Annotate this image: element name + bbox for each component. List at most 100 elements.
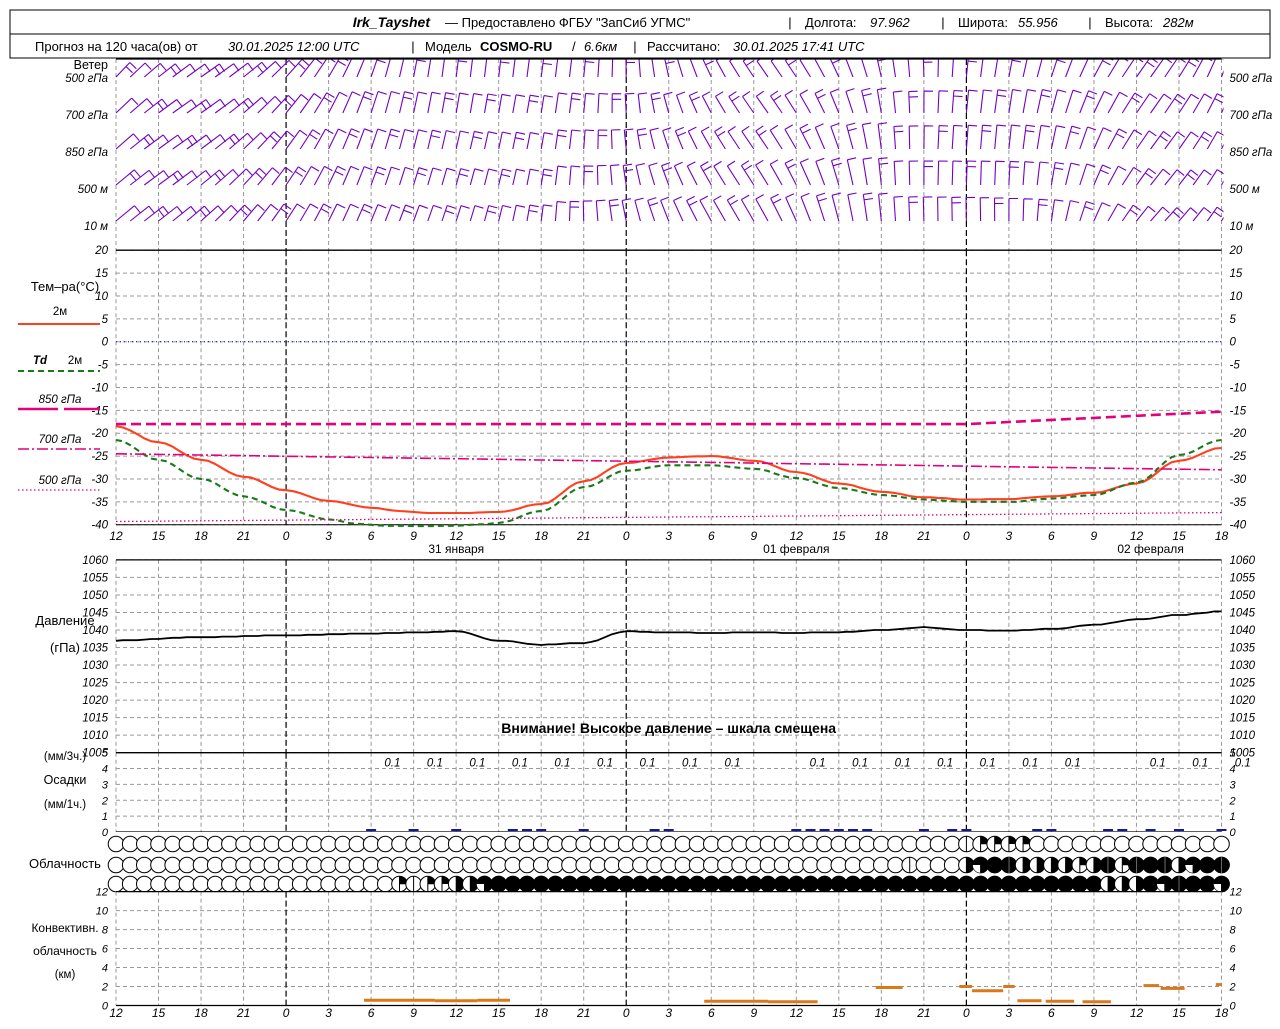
svg-text:6: 6 [708, 529, 715, 543]
svg-text:12: 12 [450, 1006, 464, 1020]
svg-text:6: 6 [368, 1006, 375, 1020]
svg-text:1055: 1055 [1230, 572, 1256, 584]
svg-text:2: 2 [1229, 982, 1236, 994]
svg-text:20: 20 [94, 245, 108, 257]
svg-text:0.1: 0.1 [1150, 758, 1166, 770]
svg-text:4: 4 [102, 764, 108, 776]
svg-text:0.1: 0.1 [1065, 758, 1081, 770]
svg-text:15: 15 [1172, 1006, 1186, 1020]
svg-text:12: 12 [1130, 1006, 1144, 1020]
svg-text:0.1: 0.1 [640, 758, 656, 770]
svg-text:2м: 2м [68, 355, 82, 367]
svg-text:15: 15 [1230, 268, 1243, 280]
svg-text:0: 0 [102, 1001, 109, 1013]
svg-text:0: 0 [1230, 337, 1237, 349]
svg-text:Давление: Давление [35, 613, 94, 628]
svg-text:1040: 1040 [1230, 625, 1256, 637]
svg-text:12: 12 [1230, 887, 1242, 899]
svg-text:6: 6 [1048, 1006, 1055, 1020]
svg-text:Ветер: Ветер [74, 58, 108, 72]
svg-text:500 гПа: 500 гПа [39, 475, 82, 487]
svg-text:12: 12 [109, 529, 123, 543]
svg-text:-20: -20 [91, 428, 108, 440]
svg-text:2: 2 [101, 982, 108, 994]
svg-text:3: 3 [1006, 1006, 1013, 1020]
svg-text:2: 2 [101, 795, 108, 807]
svg-text:-40: -40 [91, 520, 108, 532]
svg-text:2: 2 [1229, 795, 1236, 807]
svg-text:0: 0 [623, 529, 630, 543]
svg-text:1055: 1055 [82, 572, 108, 584]
svg-text:500 гПа: 500 гПа [1230, 73, 1273, 85]
svg-text:0: 0 [963, 529, 970, 543]
svg-text:0: 0 [283, 529, 290, 543]
svg-text:-30: -30 [91, 474, 108, 486]
svg-text:21: 21 [916, 1006, 930, 1020]
svg-text:-15: -15 [91, 405, 108, 417]
svg-text:500 гПа: 500 гПа [65, 73, 108, 85]
svg-text:18: 18 [1215, 1006, 1229, 1020]
svg-text:Конвективн.: Конвективн. [31, 921, 98, 935]
svg-text:02 февраля: 02 февраля [1117, 542, 1183, 556]
svg-text:0.1: 0.1 [1192, 758, 1208, 770]
svg-text:|: | [633, 39, 636, 54]
svg-text:|: | [1088, 15, 1091, 30]
svg-text:0.1: 0.1 [725, 758, 741, 770]
svg-text:-5: -5 [98, 360, 109, 372]
svg-text:0.1: 0.1 [384, 758, 400, 770]
svg-text:Облачность: Облачность [29, 856, 101, 871]
svg-text:-25: -25 [1230, 451, 1247, 463]
svg-text:облачность: облачность [33, 944, 97, 958]
svg-text:850 гПа: 850 гПа [39, 394, 82, 406]
svg-text:4: 4 [102, 963, 108, 975]
svg-text:Irk_Tayshet: Irk_Tayshet [353, 14, 432, 30]
svg-text:3: 3 [1006, 529, 1013, 543]
svg-text:5: 5 [102, 748, 109, 760]
svg-text:0: 0 [1230, 827, 1237, 839]
svg-text:|: | [941, 15, 944, 30]
svg-text:Широта:: Широта: [958, 15, 1008, 30]
svg-text:55.956: 55.956 [1018, 15, 1059, 30]
svg-text:1015: 1015 [82, 713, 108, 725]
svg-text:-20: -20 [1230, 428, 1247, 440]
svg-text:9: 9 [750, 1006, 757, 1020]
svg-text:1010: 1010 [1230, 730, 1256, 742]
svg-text:(мм/1ч.): (мм/1ч.) [44, 799, 86, 811]
svg-text:Прогноз на 120 часа(ов) от: Прогноз на 120 часа(ов) от [35, 39, 198, 54]
svg-text:— Предоставлено ФГБУ "ЗапСиб У: — Предоставлено ФГБУ "ЗапСиб УГМС" [445, 15, 691, 30]
svg-text:1020: 1020 [82, 695, 108, 707]
svg-text:12: 12 [790, 1006, 804, 1020]
svg-text:0: 0 [1230, 1001, 1237, 1013]
svg-text:18: 18 [194, 1006, 208, 1020]
svg-text:1035: 1035 [82, 643, 108, 655]
svg-text:15: 15 [152, 529, 166, 543]
svg-text:6: 6 [1230, 944, 1237, 956]
svg-text:1050: 1050 [1230, 590, 1256, 602]
svg-text:10 м: 10 м [1230, 221, 1254, 233]
svg-text:2м: 2м [53, 306, 67, 318]
svg-text:0.1: 0.1 [427, 758, 443, 770]
svg-text:20: 20 [1229, 245, 1243, 257]
svg-text:9: 9 [410, 1006, 417, 1020]
svg-text:21: 21 [236, 1006, 250, 1020]
svg-text:9: 9 [1091, 529, 1098, 543]
svg-text:18: 18 [535, 1006, 549, 1020]
svg-text:10: 10 [1230, 906, 1243, 918]
svg-text:12: 12 [109, 1006, 123, 1020]
svg-text:8: 8 [102, 925, 109, 937]
svg-text:3: 3 [102, 779, 109, 791]
svg-text:Осадки: Осадки [44, 773, 87, 787]
svg-text:1010: 1010 [82, 730, 108, 742]
svg-text:0.1: 0.1 [469, 758, 485, 770]
svg-text:1030: 1030 [82, 660, 108, 672]
svg-text:-5: -5 [1230, 360, 1241, 372]
svg-text:850 гПа: 850 гПа [1230, 147, 1273, 159]
svg-text:18: 18 [535, 529, 549, 543]
svg-text:|: | [411, 39, 414, 54]
svg-text:5: 5 [102, 314, 109, 326]
svg-text:-10: -10 [91, 383, 108, 395]
svg-text:850 гПа: 850 гПа [65, 147, 108, 159]
svg-text:Внимание! Высокое давление – ш: Внимание! Высокое давление – шкала смеще… [501, 720, 836, 736]
svg-text:1020: 1020 [1230, 695, 1256, 707]
svg-text:15: 15 [492, 1006, 506, 1020]
